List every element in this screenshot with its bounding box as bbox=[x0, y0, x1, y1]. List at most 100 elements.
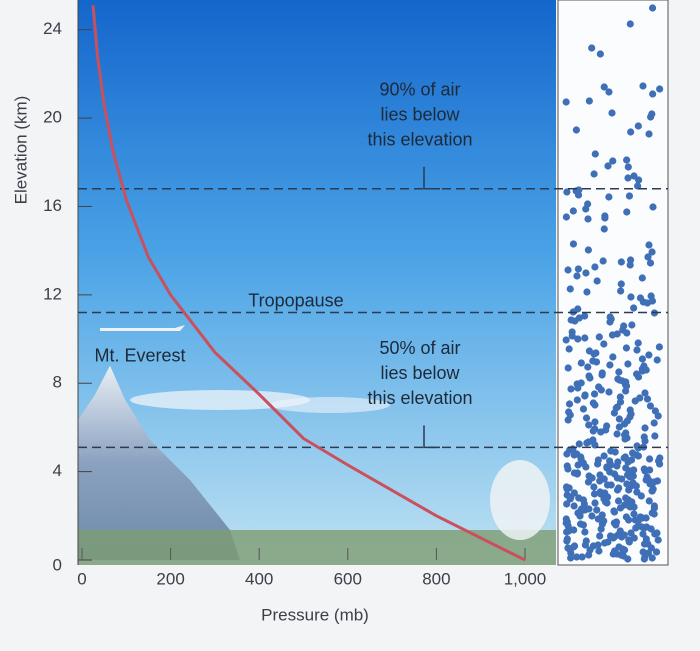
air-molecule bbox=[614, 497, 623, 505]
air-molecule bbox=[567, 385, 575, 393]
air-molecule bbox=[595, 547, 603, 555]
air-molecule bbox=[640, 555, 648, 563]
air-molecule bbox=[581, 528, 589, 536]
air-molecule bbox=[600, 452, 608, 460]
air-molecule bbox=[654, 412, 662, 420]
air-molecule bbox=[625, 538, 633, 546]
annotation: 90% of air bbox=[379, 80, 460, 100]
air-molecule bbox=[597, 428, 605, 436]
air-molecule bbox=[631, 397, 639, 405]
air-molecule bbox=[624, 458, 632, 466]
air-molecule bbox=[617, 287, 625, 295]
air-molecule bbox=[591, 150, 599, 158]
air-molecule bbox=[605, 388, 613, 396]
air-molecule bbox=[573, 396, 581, 404]
plot: 0 4 8 12 16 20 24 0 200 400 600 800 1,000 90% of air l… bbox=[43, 5, 668, 588]
annotation: 50% of air bbox=[379, 338, 460, 358]
air-molecule bbox=[577, 359, 585, 367]
air-molecule bbox=[623, 329, 631, 337]
air-molecule bbox=[648, 554, 656, 562]
air-molecule bbox=[641, 437, 649, 445]
annotation: lies below bbox=[380, 105, 460, 125]
air-molecule bbox=[630, 534, 638, 542]
air-molecule bbox=[603, 481, 612, 489]
air-molecule bbox=[574, 384, 582, 392]
air-molecule bbox=[626, 503, 634, 511]
x-tick-label: 0 bbox=[77, 569, 86, 588]
air-molecule bbox=[597, 525, 605, 533]
air-molecule bbox=[594, 460, 602, 468]
air-molecule bbox=[599, 257, 607, 265]
air-molecule bbox=[646, 259, 655, 267]
air-molecule bbox=[564, 266, 572, 274]
air-molecule bbox=[571, 317, 579, 325]
x-axis-title: Pressure (mb) bbox=[261, 605, 369, 624]
air-molecule bbox=[634, 452, 642, 460]
air-molecule bbox=[564, 364, 572, 372]
air-molecule bbox=[606, 318, 614, 326]
x-tick-label: 800 bbox=[422, 569, 450, 588]
air-molecule bbox=[570, 451, 578, 459]
air-molecule bbox=[585, 551, 593, 559]
air-molecule bbox=[641, 389, 649, 397]
air-molecule bbox=[632, 482, 640, 490]
air-molecule bbox=[610, 508, 619, 516]
air-molecule bbox=[590, 350, 598, 358]
x-tick-label: 600 bbox=[334, 569, 362, 588]
air-molecule bbox=[642, 514, 650, 522]
air-molecule bbox=[645, 241, 653, 249]
air-molecule bbox=[643, 299, 652, 307]
cloud bbox=[270, 397, 390, 413]
air-molecule bbox=[562, 336, 570, 344]
air-molecule bbox=[645, 497, 653, 505]
elevation-marker bbox=[423, 425, 440, 449]
air-molecule bbox=[606, 361, 614, 369]
air-molecule bbox=[562, 98, 570, 106]
air-molecule bbox=[582, 414, 591, 422]
air-molecule bbox=[573, 553, 581, 561]
air-molecule bbox=[617, 258, 625, 266]
air-molecule bbox=[637, 492, 645, 500]
air-molecule bbox=[609, 353, 617, 361]
air-molecule bbox=[625, 516, 633, 524]
air-molecule bbox=[563, 500, 571, 508]
air-molecule bbox=[647, 113, 655, 121]
air-molecule bbox=[590, 490, 599, 498]
air-molecule bbox=[564, 416, 572, 424]
air-molecule bbox=[563, 537, 571, 545]
air-molecule bbox=[644, 253, 652, 261]
air-molecule bbox=[585, 97, 593, 105]
air-molecule bbox=[634, 182, 642, 190]
air-molecule bbox=[625, 192, 634, 200]
air-molecule bbox=[656, 460, 664, 468]
air-molecule bbox=[655, 343, 663, 351]
air-molecule bbox=[605, 193, 613, 201]
air-molecule bbox=[605, 88, 613, 96]
air-molecule bbox=[651, 432, 659, 440]
air-molecule bbox=[591, 499, 599, 507]
air-molecule bbox=[575, 440, 583, 448]
air-molecule bbox=[588, 512, 596, 520]
air-molecule bbox=[613, 430, 621, 438]
air-molecule bbox=[563, 485, 571, 493]
air-molecule bbox=[643, 395, 652, 403]
air-molecule bbox=[584, 363, 592, 371]
air-molecule bbox=[615, 415, 623, 423]
air-molecule bbox=[604, 162, 612, 170]
air-molecule bbox=[613, 486, 622, 494]
air-molecule bbox=[591, 418, 599, 426]
air-molecule bbox=[618, 475, 626, 483]
air-molecule bbox=[574, 191, 583, 199]
ground bbox=[78, 530, 556, 565]
air-molecule bbox=[626, 261, 634, 269]
air-molecule bbox=[624, 163, 632, 171]
air-molecule bbox=[624, 174, 632, 182]
air-molecule bbox=[615, 423, 623, 431]
air-molecule bbox=[627, 293, 635, 301]
air-molecule bbox=[597, 386, 605, 394]
air-molecule bbox=[582, 205, 590, 213]
air-molecule bbox=[608, 331, 617, 339]
air-molecule bbox=[581, 334, 589, 342]
air-molecule bbox=[584, 215, 592, 223]
